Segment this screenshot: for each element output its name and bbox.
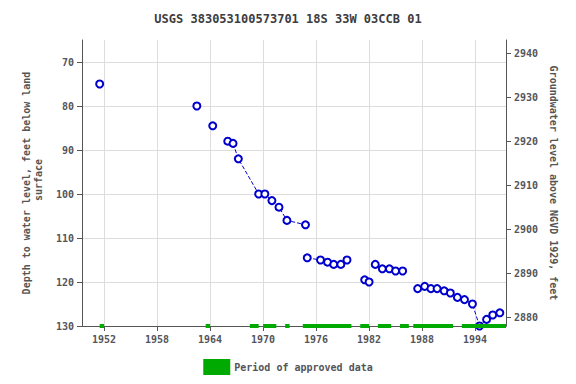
svg-text:70: 70 — [62, 57, 74, 68]
svg-text:2880: 2880 — [514, 312, 538, 323]
svg-text:Depth to water level, feet bel: Depth to water level, feet below land — [21, 72, 32, 295]
svg-text:120: 120 — [56, 277, 74, 288]
svg-text:2940: 2940 — [514, 48, 538, 59]
svg-text:110: 110 — [56, 233, 74, 244]
svg-text:1964: 1964 — [198, 334, 222, 345]
svg-text:1988: 1988 — [410, 334, 434, 345]
svg-text:2920: 2920 — [514, 136, 538, 147]
svg-text:80: 80 — [62, 101, 74, 112]
svg-text:130: 130 — [56, 321, 74, 332]
svg-text:Period of approved data: Period of approved data — [234, 362, 372, 373]
svg-text:1994: 1994 — [463, 334, 487, 345]
svg-text:2890: 2890 — [514, 268, 538, 279]
svg-text:2910: 2910 — [514, 180, 538, 191]
svg-text:1970: 1970 — [251, 334, 275, 345]
svg-text:1982: 1982 — [357, 334, 381, 345]
svg-text:1976: 1976 — [304, 334, 328, 345]
svg-text:surface: surface — [33, 159, 44, 207]
svg-text:1952: 1952 — [92, 334, 116, 345]
svg-text:2930: 2930 — [514, 92, 538, 103]
svg-text:USGS 383053100573701 18S 33W 0: USGS 383053100573701 18S 33W 03CCB 01 — [154, 12, 421, 26]
svg-text:90: 90 — [62, 145, 74, 156]
svg-text:1958: 1958 — [145, 334, 169, 345]
svg-text:100: 100 — [56, 189, 74, 200]
svg-text:Groundwater level above NGVD 1: Groundwater level above NGVD 1929, feet — [548, 66, 559, 301]
svg-text:2900: 2900 — [514, 224, 538, 235]
